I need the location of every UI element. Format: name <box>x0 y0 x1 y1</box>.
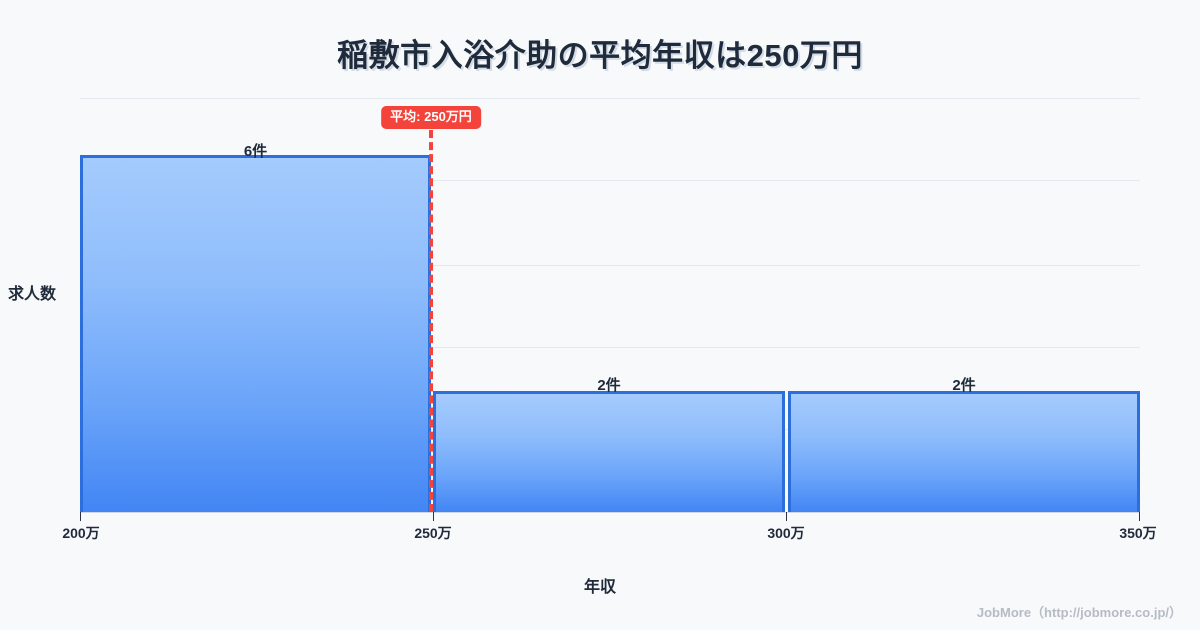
bar-bin-300[interactable] <box>788 391 1140 512</box>
x-axis-tick-label: 350万 <box>1119 525 1157 541</box>
chart-title: 稲敷市入浴介助の平均年収は250万円 <box>337 38 863 73</box>
bar-value-label: 2件 <box>952 377 976 394</box>
bar-value-label: 6件 <box>243 143 268 160</box>
x-axis-title: 年収 <box>583 579 616 596</box>
bar-bin-250[interactable] <box>433 391 785 512</box>
x-axis-line <box>80 512 1140 513</box>
y-axis-title: 求人数 <box>8 286 57 303</box>
x-axis-tick <box>786 512 787 521</box>
gridline <box>80 180 1140 181</box>
x-axis-tick-label: 200万 <box>62 525 100 541</box>
gridline <box>80 265 1140 266</box>
average-badge: 平均: 250万円 <box>381 106 481 130</box>
average-line <box>429 130 433 512</box>
x-axis-tick <box>433 512 434 521</box>
gridline <box>80 347 1140 348</box>
x-axis-tick <box>1139 512 1140 521</box>
x-axis-tick <box>80 512 81 521</box>
watermark: JobMore（http://jobmore.co.jp/） <box>976 605 1182 620</box>
gridline <box>80 98 1140 99</box>
x-axis-tick-label: 250万 <box>414 525 452 541</box>
bar-bin-200[interactable] <box>80 155 431 512</box>
bar-value-label: 2件 <box>597 377 621 394</box>
x-axis-tick-label: 300万 <box>767 525 805 541</box>
